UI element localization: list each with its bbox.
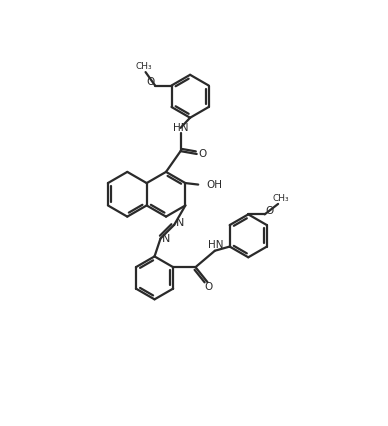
Text: CH₃: CH₃ — [136, 62, 152, 71]
Text: O: O — [198, 149, 206, 159]
Text: O: O — [147, 77, 155, 87]
Text: HN: HN — [208, 240, 223, 250]
Text: N: N — [176, 218, 184, 228]
Text: HN: HN — [173, 123, 188, 133]
Text: O: O — [265, 206, 273, 216]
Text: O: O — [204, 282, 213, 292]
Text: OH: OH — [206, 180, 222, 190]
Text: CH₃: CH₃ — [273, 194, 289, 203]
Text: N: N — [162, 234, 171, 245]
